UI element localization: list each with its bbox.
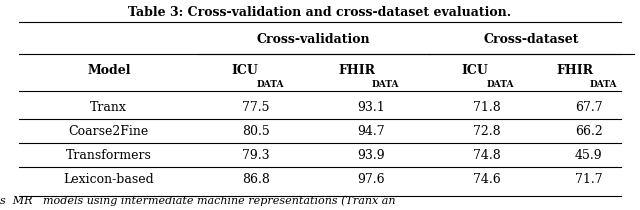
Text: 94.7: 94.7 [357, 125, 385, 138]
Text: 80.5: 80.5 [242, 125, 270, 138]
Text: Transformers: Transformers [66, 149, 152, 162]
Text: 66.2: 66.2 [575, 125, 603, 138]
Text: Cross-validation: Cross-validation [257, 33, 371, 46]
Text: 72.8: 72.8 [472, 125, 500, 138]
Text: DATA: DATA [372, 80, 399, 89]
Text: DATA: DATA [257, 80, 284, 89]
Text: Cross-dataset: Cross-dataset [483, 33, 579, 46]
Text: 97.6: 97.6 [357, 173, 385, 186]
Text: Model: Model [87, 64, 131, 77]
Text: Tranx: Tranx [90, 101, 127, 114]
Text: s  MR   models using intermediate machine representations (Tranx an: s MR models using intermediate machine r… [0, 195, 396, 206]
Text: 93.9: 93.9 [357, 149, 385, 162]
Text: FHIR: FHIR [556, 64, 593, 77]
Text: ICU: ICU [231, 64, 258, 77]
Text: 93.1: 93.1 [357, 101, 385, 114]
Text: DATA: DATA [487, 80, 514, 89]
Text: 77.5: 77.5 [243, 101, 269, 114]
Text: Coarse2Fine: Coarse2Fine [68, 125, 149, 138]
Text: 71.8: 71.8 [472, 101, 500, 114]
Text: FHIR: FHIR [339, 64, 376, 77]
Text: 79.3: 79.3 [242, 149, 270, 162]
Text: 86.8: 86.8 [242, 173, 270, 186]
Text: Lexicon-based: Lexicon-based [63, 173, 154, 186]
Text: 71.7: 71.7 [575, 173, 603, 186]
Text: 67.7: 67.7 [575, 101, 603, 114]
Text: DATA: DATA [589, 80, 616, 89]
Text: ICU: ICU [461, 64, 488, 77]
Text: 74.8: 74.8 [472, 149, 500, 162]
Text: Table 3: Cross-validation and cross-dataset evaluation.: Table 3: Cross-validation and cross-data… [129, 6, 511, 19]
Text: 45.9: 45.9 [575, 149, 603, 162]
Text: 74.6: 74.6 [472, 173, 500, 186]
